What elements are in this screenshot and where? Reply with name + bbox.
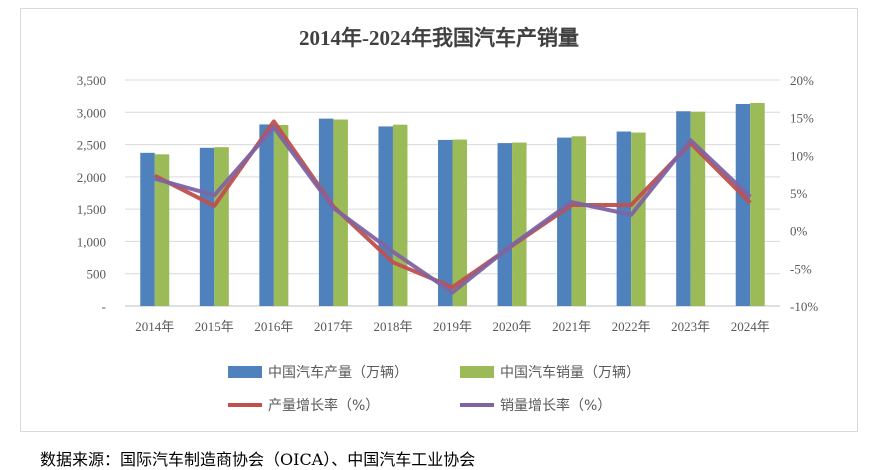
bar-production [735, 104, 751, 306]
bar-production [497, 143, 513, 306]
y-right-tick-label: 20% [790, 73, 814, 88]
x-tick-label: 2020年 [493, 319, 532, 334]
chart-svg: - 500 1,000 1,500 2,000 2,500 3,000 3,500 -10% -5… [77, 73, 819, 414]
bar-sales [214, 147, 229, 306]
bar-sales [631, 132, 646, 306]
chart-frame [20, 8, 858, 432]
legend-label: 中国汽车销量（万辆） [500, 364, 640, 381]
bar-production [438, 139, 453, 306]
x-tick-label: 2019年 [433, 319, 472, 334]
y-left-tick-label: 3,000 [77, 105, 106, 120]
bar-sales [273, 125, 289, 306]
bar-sales [154, 154, 170, 306]
y-right-tick-label: 5% [790, 186, 808, 201]
x-tick-label: 2014年 [135, 319, 174, 334]
y-right-tick-label: 10% [790, 148, 814, 163]
bar-production [378, 126, 393, 307]
x-tick-label: 2015年 [195, 319, 234, 334]
y-left-tick-label: 1,500 [77, 202, 106, 217]
bar-production [676, 111, 691, 307]
bar-production [557, 137, 572, 306]
bar-production [318, 118, 334, 307]
bar-sales [690, 111, 706, 306]
y-right-tick-label: -10% [790, 299, 818, 314]
bar-production [259, 124, 274, 306]
y-left-tick-label: 1,000 [77, 234, 106, 249]
bar-sales [750, 102, 765, 306]
x-tick-label: 2017年 [314, 319, 353, 334]
chart-title: 2014年-2024年我国汽车产销量 [299, 26, 579, 50]
y-left-tick-label: 500 [87, 267, 107, 282]
x-tick-label: 2022年 [612, 319, 651, 334]
bar-sales [512, 142, 527, 306]
x-tick-label: 2016年 [254, 319, 293, 334]
x-tick-label: 2018年 [373, 319, 412, 334]
x-tick-label: 2024年 [731, 319, 770, 334]
bar-sales [571, 136, 587, 306]
y-left-tick-label: 2,500 [77, 138, 106, 153]
x-tick-label: 2023年 [671, 319, 710, 334]
bar-production [616, 131, 632, 306]
bar-production [140, 152, 155, 306]
bar-sales [392, 124, 408, 306]
source-note: 数据来源：国际汽车制造商协会（OICA）、中国汽车工业协会 [40, 450, 476, 469]
y-right-tick-label: 15% [790, 111, 814, 126]
y-left-tick-label: 3,500 [77, 73, 106, 88]
legend-swatch [460, 366, 494, 378]
legend-label: 中国汽车产量（万辆） [268, 364, 408, 381]
legend-swatch [228, 366, 262, 378]
y-left-tick-label: - [102, 299, 106, 314]
y-right-tick-label: 0% [790, 224, 808, 239]
bar-production [199, 147, 215, 306]
y-left-tick-label: 2,000 [77, 170, 106, 185]
x-tick-label: 2021年 [552, 319, 591, 334]
legend-label: 销量增长率（%） [500, 397, 611, 414]
bar-sales [452, 139, 467, 306]
y-right-tick-label: -5% [790, 261, 812, 276]
legend-label: 产量增长率（%） [268, 397, 379, 414]
